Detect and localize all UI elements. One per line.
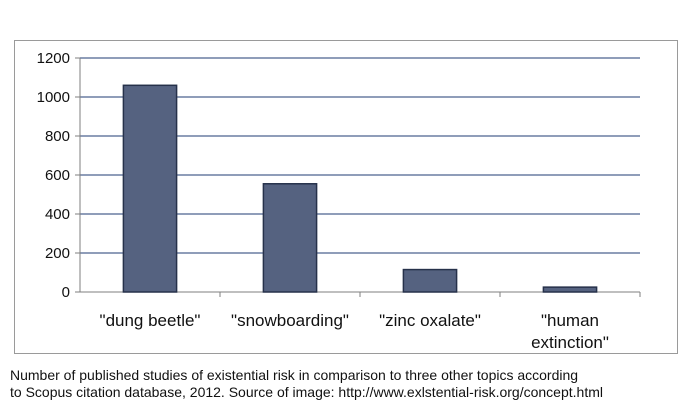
bar-chart: 0 200 400 600 800 1000 1200 "dung beetle" "snow… [37,50,641,352]
y-tick-labels: 0 200 400 600 800 1000 1200 [37,50,70,301]
figure-caption: Number of published studies of existenti… [10,367,690,401]
y-tick-label: 0 [62,284,70,301]
y-tick-label: 600 [45,167,70,184]
y-tick-label: 1200 [37,50,70,67]
bars [122,84,598,293]
y-tick-label: 800 [45,128,70,145]
bar [542,286,598,293]
y-tick-label: 400 [45,206,70,223]
caption-line-2: to Scopus citation database, 2012. Sourc… [10,384,603,400]
x-category-label: "dung beetle" [100,311,201,330]
y-tick-label: 1000 [37,89,70,106]
bar [262,183,318,293]
bar [122,84,178,293]
x-category-label: "zinc oxalate" [379,311,481,330]
x-category-label: "human extinction" [531,311,609,352]
x-category-label: "snowboarding" [231,311,349,330]
y-tick-label: 200 [45,245,70,262]
category-labels: "dung beetle" "snowboarding" "zinc oxalate… [100,311,609,352]
caption-line-1: Number of published studies of existenti… [10,367,579,383]
bar [402,268,458,293]
